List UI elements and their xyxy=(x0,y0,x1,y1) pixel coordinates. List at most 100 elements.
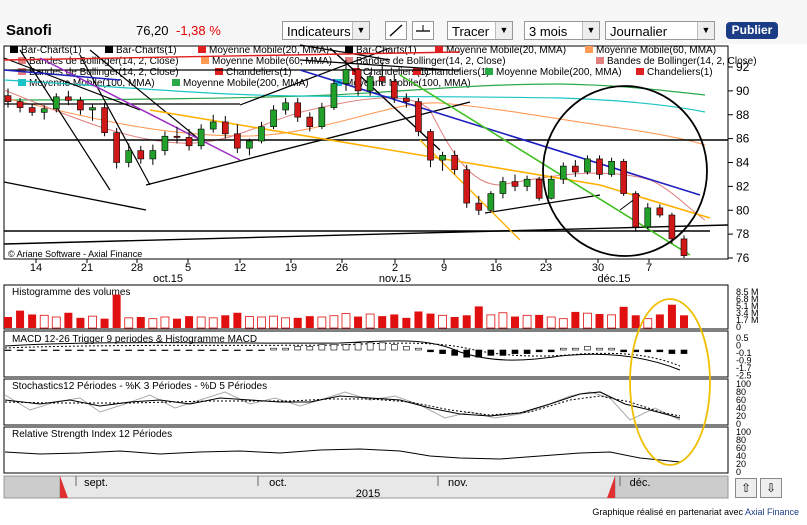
macd-histogram-bar xyxy=(366,342,374,351)
volume-bar xyxy=(112,294,121,328)
month-label: déc.15 xyxy=(597,273,630,285)
candle-body xyxy=(439,155,446,161)
volume-bar xyxy=(221,315,230,328)
date-axis: 14 21 28 5 12 19 26 2 9 16 23 30 7 oct.15 nov.15 déc.15 xyxy=(30,259,652,285)
legend-entry: Moyenne Mobile(200, MMA) xyxy=(183,78,309,89)
navigator-month-label: nov. xyxy=(448,477,468,489)
credit-line: Graphique réalisé en partenariat avec Ax… xyxy=(592,507,799,517)
volume-bar xyxy=(498,312,508,329)
volume-bar xyxy=(39,314,49,329)
trace-dropdown[interactable]: Tracer ▼ xyxy=(447,21,513,40)
period-value: 3 mois xyxy=(529,24,568,39)
legend-swatch xyxy=(201,57,209,64)
publish-button[interactable]: Publier xyxy=(726,22,778,39)
volume-tick-label: 0 xyxy=(736,322,741,332)
candle-body xyxy=(89,107,96,111)
legend-entry: Moyenne Mobile(100, MMA) xyxy=(345,78,471,89)
volume-bars xyxy=(4,294,688,329)
scroll-down-icon[interactable]: ⇩ xyxy=(760,478,782,498)
volume-bar xyxy=(535,314,544,328)
legend-entry: Chandeliers(1) xyxy=(647,67,713,78)
candle-body xyxy=(65,96,72,101)
period-select[interactable]: 3 mois ▼ xyxy=(524,21,600,40)
legend-swatch xyxy=(345,46,353,53)
legend-entry: Chandeliers(1) xyxy=(226,67,292,78)
volume-bar xyxy=(88,315,97,329)
highlight-circle xyxy=(542,85,708,257)
candle-body xyxy=(451,155,458,170)
navigator-month-label: déc. xyxy=(630,477,651,489)
legend-swatch xyxy=(18,79,26,86)
stochastics-tick-label: 40 xyxy=(736,403,746,413)
price-tick-label: 92 xyxy=(736,60,750,74)
navigator-window[interactable] xyxy=(59,475,616,499)
macd-histogram-bar xyxy=(535,349,543,353)
volume-bar xyxy=(402,317,411,328)
volume-bar xyxy=(558,318,568,329)
month-label: oct.15 xyxy=(153,273,183,285)
indicators-label: Indicateurs xyxy=(287,24,351,39)
volume-bar xyxy=(293,317,302,328)
macd-histogram-bar xyxy=(113,349,120,351)
macd-histogram-bar xyxy=(221,349,229,351)
date-tick-label: 14 xyxy=(30,262,42,274)
volume-bar xyxy=(245,316,254,329)
price-tick-label: 78 xyxy=(736,227,750,241)
legend-swatch xyxy=(636,68,644,75)
stochastics-panel xyxy=(3,378,729,426)
navigator-labels: sept. oct. nov. déc. 2015 xyxy=(75,476,651,500)
candle-body xyxy=(234,133,241,149)
macd-axis: 0.50-0.1-0.9-1.7-2.5 xyxy=(736,333,752,381)
volume-tick-label: 8.5 M xyxy=(736,287,759,297)
macd-panel xyxy=(3,330,729,378)
macd-histogram-bar xyxy=(137,349,145,351)
macd-histogram-bar xyxy=(644,349,652,353)
scroll-up-icon[interactable]: ⇧ xyxy=(735,478,757,498)
candle-body xyxy=(463,169,471,204)
volume-bar xyxy=(281,317,291,329)
candle-body xyxy=(52,96,60,110)
candle-body xyxy=(644,207,652,228)
interval-select[interactable]: Journalier ▼ xyxy=(605,21,715,40)
volume-bar xyxy=(341,313,351,329)
volume-bar xyxy=(462,315,471,328)
volume-bar xyxy=(390,314,399,328)
volume-bar xyxy=(474,306,483,328)
legend-entry: Moyenne Mobile(100, MMA) xyxy=(29,78,155,89)
macd-histogram-bar xyxy=(318,344,326,351)
volume-tick-label: 3.4 M xyxy=(736,308,759,318)
macd-histogram xyxy=(4,342,688,358)
indicators-dropdown[interactable]: Indicateurs ▼ xyxy=(282,21,370,40)
price-tick-label: 80 xyxy=(736,203,750,217)
candle-body xyxy=(318,107,326,127)
volume-bar xyxy=(76,317,85,328)
macd-histogram-bar xyxy=(390,344,398,351)
chevron-down-icon: ▼ xyxy=(495,22,512,39)
volume-bar xyxy=(365,313,375,329)
macd-histogram-bar xyxy=(270,347,277,351)
volume-bar xyxy=(64,312,73,328)
volume-bar xyxy=(667,304,676,328)
volume-bar xyxy=(414,311,423,328)
candle-body xyxy=(366,76,374,92)
macd-histogram-bar xyxy=(499,349,507,356)
macd-histogram-bar xyxy=(161,349,169,351)
volume-bar xyxy=(269,315,278,329)
candle-body xyxy=(632,193,640,228)
draw-horizontal-line-icon[interactable] xyxy=(412,21,434,40)
rsi-tick-label: 0 xyxy=(736,467,741,477)
volume-bar xyxy=(185,316,194,328)
macd-histogram-bar xyxy=(52,349,60,351)
legend-entry: Moyenne Mobile(20, MMA) xyxy=(446,45,566,56)
candle-body xyxy=(403,97,410,102)
candle-body xyxy=(342,69,350,85)
candle-body xyxy=(4,95,12,102)
macd-lines xyxy=(4,340,681,371)
draw-trendline-icon[interactable] xyxy=(385,21,407,40)
rsi-line xyxy=(4,448,681,463)
rsi-tick-label: 100 xyxy=(736,427,751,437)
macd-histogram-bar xyxy=(584,346,591,351)
volume-panel-title: Histogramme des volumes xyxy=(12,287,130,298)
